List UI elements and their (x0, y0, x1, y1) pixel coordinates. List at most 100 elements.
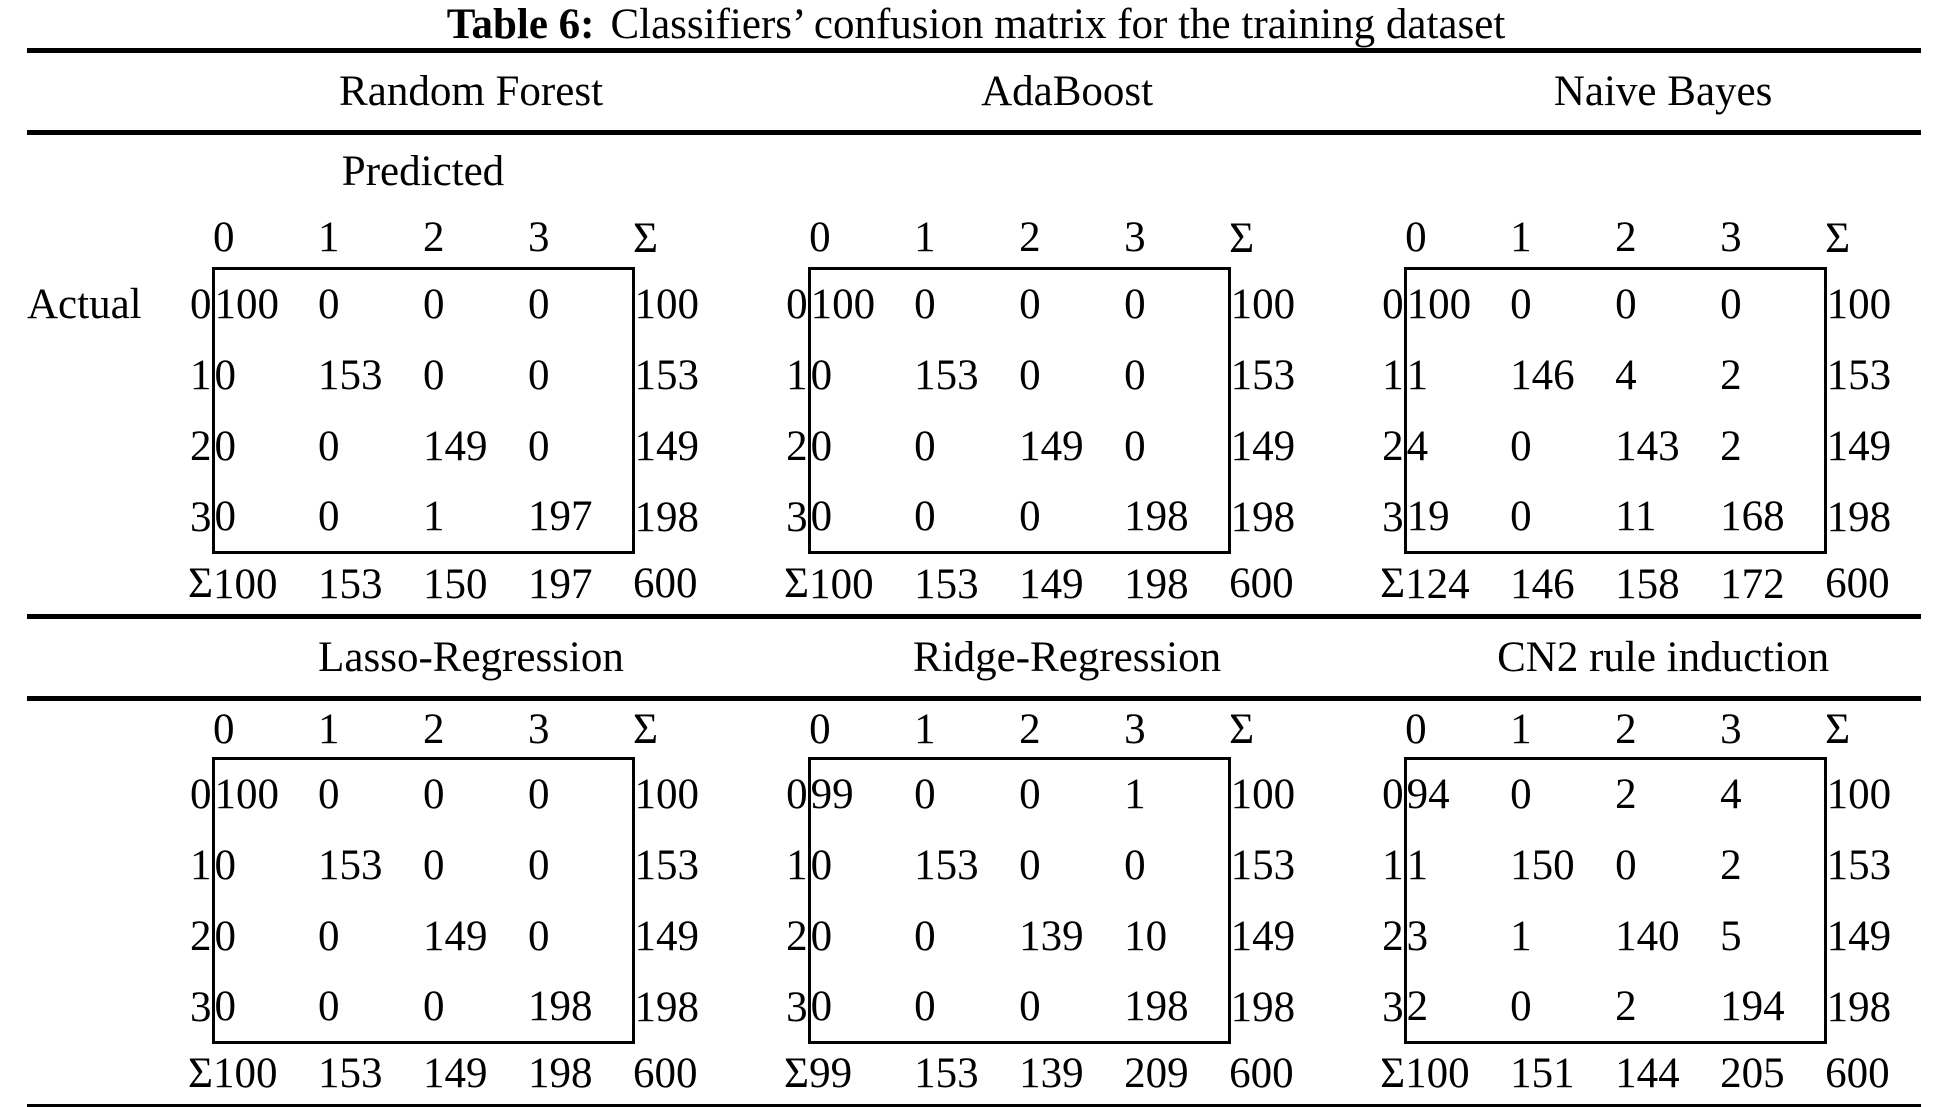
matrix-cell: 0 (807, 829, 915, 901)
col-header: 1 (914, 214, 936, 262)
row-header: 0 (190, 280, 212, 328)
row-header: 3 (1382, 493, 1404, 541)
col-header: 0 (213, 705, 235, 753)
classifier-header-row-top: Random Forest AdaBoost Naive Bayes (27, 48, 1922, 135)
grand-total: 600 (1229, 559, 1294, 607)
matrix-cell: 0 (528, 900, 635, 972)
spacer (27, 482, 159, 553)
matrix-cell: 1 (1403, 829, 1511, 901)
sum-col-header: Σ (1229, 706, 1255, 754)
matrix-cell: 0 (211, 900, 318, 972)
matrix-cell: 0 (1019, 481, 1125, 554)
spacer (27, 972, 159, 1043)
matrix-cell: 3 (1403, 900, 1511, 972)
col-sum: 153 (318, 560, 383, 608)
col-header: 0 (1405, 214, 1427, 262)
matrix-cell: 2 (1615, 757, 1721, 830)
matrix-cell: 0 (1019, 267, 1125, 340)
matrix-cell: 0 (318, 267, 423, 340)
col-sum: 197 (528, 560, 593, 608)
matrix-cell: 153 (914, 841, 979, 889)
matrix-cell: 0 (807, 410, 915, 482)
col-header: 3 (1124, 705, 1146, 753)
row-header: 0 (1382, 770, 1404, 818)
matrix-cell: 0 (914, 971, 1020, 1044)
col-header: 0 (1405, 705, 1427, 753)
row-header: 2 (190, 912, 212, 960)
matrix-cell: 0 (423, 971, 528, 1044)
matrix-cell: 150 (1510, 841, 1575, 889)
matrix-cell: 0 (528, 339, 635, 411)
spacer (729, 699, 809, 759)
matrix-cell: 0 (211, 339, 318, 411)
table-row: 0 100 0 0 0 100 0 99 0 0 1 100 0 94 0 2 … (27, 757, 1921, 830)
matrix-cell: 0 (1510, 971, 1616, 1044)
row-header: 3 (190, 493, 212, 541)
grand-total: 600 (1825, 1042, 1922, 1107)
matrix-cell: 0 (423, 351, 445, 399)
matrix-cell: 0 (423, 757, 528, 830)
matrix-cell: 0 (318, 971, 423, 1044)
row-header: 0 (786, 280, 808, 328)
matrix-cell: 100 (807, 267, 915, 340)
row-sum: 149 (634, 422, 700, 470)
matrix-cell: 0 (211, 829, 318, 901)
col-header: 3 (1124, 214, 1146, 262)
col-header: 2 (1019, 214, 1041, 262)
col-sum: 99 (809, 1042, 915, 1107)
matrix-cell: 99 (807, 757, 915, 830)
row-header: 0 (190, 770, 212, 818)
row-header: 3 (786, 493, 808, 541)
matrix-cell: 0 (1019, 757, 1125, 830)
row-header: 3 (786, 983, 808, 1031)
col-sum: 153 (914, 560, 979, 608)
matrix-cell: 19 (1403, 481, 1511, 554)
sum-row-header: Σ (729, 1042, 810, 1107)
matrix-cell: 0 (211, 481, 318, 554)
table-row: 3 0 0 1 197 198 3 0 0 0 198 198 3 19 0 1… (27, 481, 1921, 554)
col-header: 3 (528, 705, 550, 753)
matrix-cell: 1 (1403, 339, 1511, 411)
matrix-cell: 100 (211, 757, 318, 830)
row-header: 2 (1382, 422, 1404, 470)
sum-col-header: Σ (1229, 215, 1255, 262)
spacer (27, 759, 159, 830)
row-sum: 100 (1230, 770, 1296, 818)
sum-col-header: Σ (633, 706, 659, 754)
spacer (27, 411, 159, 482)
sum-col-header: Σ (633, 215, 659, 262)
sum-row-header: Σ (784, 559, 810, 607)
matrix-cell: 4 (1720, 757, 1827, 830)
matrix-cell: 0 (807, 900, 915, 972)
spacer (27, 209, 213, 269)
matrix-cell: 0 (423, 267, 528, 340)
table-caption-text: Classifiers’ confusion matrix for the tr… (610, 1, 1506, 48)
predicted-label-row: Predicted (27, 133, 1921, 209)
col-sum: 100 (213, 1042, 318, 1107)
row-sum: 100 (1826, 770, 1892, 818)
matrix-cell: 0 (1019, 351, 1041, 399)
grand-total: 600 (633, 1042, 730, 1107)
col-sum: 124 (1405, 560, 1470, 608)
spacer (729, 614, 810, 701)
spacer (633, 133, 1921, 209)
matrix-cell: 1 (1124, 757, 1231, 830)
row-sum: 149 (1230, 912, 1296, 960)
matrix-cell: 0 (807, 971, 915, 1044)
row-sum: 100 (1826, 280, 1892, 328)
matrix-cell: 1 (423, 481, 528, 554)
matrix-cell: 0 (914, 481, 1020, 554)
matrix-title-naive-bayes: Naive Bayes (1405, 48, 1922, 135)
row-sum: 198 (1230, 493, 1296, 541)
spacer (27, 1042, 159, 1107)
matrix-cell: 0 (914, 267, 1020, 340)
row-sum: 153 (1826, 351, 1892, 399)
col-header: 3 (528, 214, 550, 262)
col-sum: 100 (809, 560, 874, 608)
matrix-cell: 194 (1720, 971, 1827, 1044)
grand-total: 600 (1825, 559, 1890, 607)
matrix-cell: 198 (1124, 481, 1231, 554)
matrix-cell: 0 (528, 410, 635, 482)
matrix-cell: 0 (1124, 339, 1231, 411)
